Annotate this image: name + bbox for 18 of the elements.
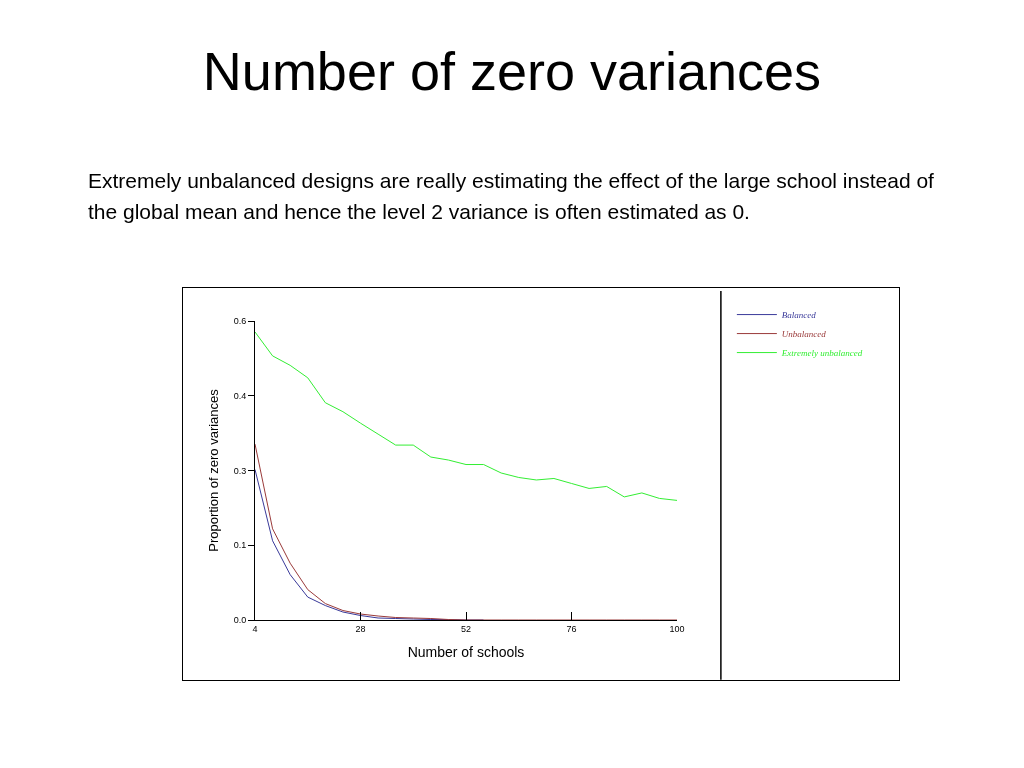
y-tick-label: 0.0 [233, 615, 247, 626]
x-tick-label: 76 [566, 623, 577, 634]
line-series [255, 331, 677, 501]
x-tick-label: 100 [669, 623, 685, 634]
y-tick-label: 0.6 [233, 316, 247, 327]
y-axis-title: Proportion of zero variances [205, 388, 221, 552]
y-tick-label: 0.1 [233, 540, 247, 551]
chart-title: Number of zero variances [201, 40, 823, 102]
legend-label: Extremely unbalanced [780, 348, 863, 359]
legend-label: Balanced [781, 310, 817, 321]
x-tick-label: 4 [252, 623, 258, 634]
legend-label: Unbalanced [781, 329, 827, 340]
x-tick-label: 52 [460, 623, 472, 634]
y-tick-label: 0.3 [233, 465, 247, 476]
x-tick-label: 28 [355, 623, 366, 634]
x-axis-title: Number of schools [407, 644, 525, 661]
y-tick-label: 0.4 [233, 390, 247, 401]
chart-subtitle: Extremely unbalanced designs are really estimating the effect of the large school instead of the global mean and hence the level 2 variance is often estimated as 0. [88, 168, 935, 225]
